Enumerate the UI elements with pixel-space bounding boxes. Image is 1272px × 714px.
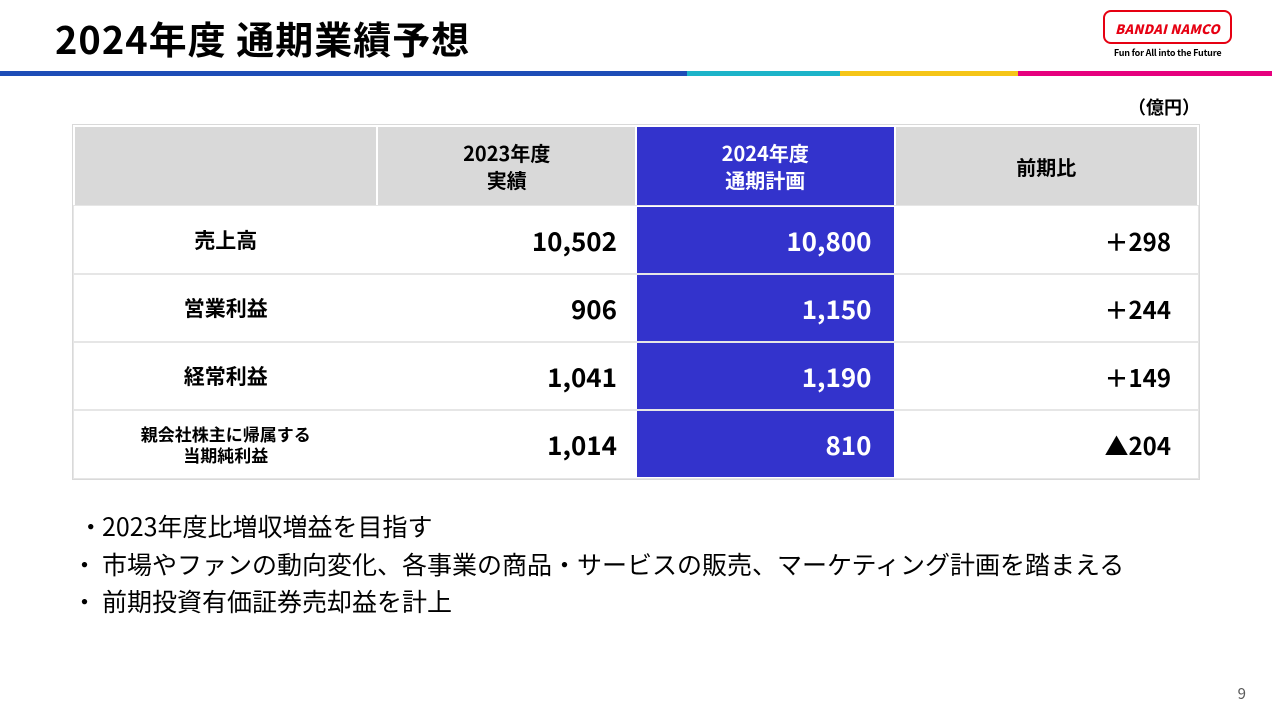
brand-logo: BANDAI NAMCO Fun for All into the Future — [1103, 10, 1232, 59]
accent-rule-segment — [687, 71, 840, 76]
accent-rule-segment — [0, 71, 687, 76]
value-actual: 1,041 — [377, 342, 636, 410]
logo-text: BANDAI NAMCO — [1115, 19, 1220, 38]
notes-list: ・ 2023年度比増収増益を目指す・市場やファンの動向変化、各事業の商品・サービ… — [72, 508, 1200, 621]
forecast-table: 2023年度実績2024年度通期計画前期比 売上高10,50210,800＋29… — [72, 124, 1200, 480]
row-label: 売上高 — [74, 206, 377, 274]
note-text: 2023年度比増収増益を目指す — [102, 508, 1200, 546]
column-header — [74, 126, 377, 206]
accent-rule — [0, 71, 1272, 76]
column-header: 2023年度実績 — [377, 126, 636, 206]
note-text: 前期投資有価証券売却益を計上 — [102, 583, 1200, 621]
row-label: 営業利益 — [74, 274, 377, 342]
forecast-table-inner: 2023年度実績2024年度通期計画前期比 売上高10,50210,800＋29… — [73, 125, 1199, 479]
bullet-dot: ・ — [72, 508, 102, 546]
note-text: 市場やファンの動向変化、各事業の商品・サービスの販売、マーケティング計画を踏まえ… — [102, 546, 1200, 584]
accent-rule-segment — [840, 71, 1018, 76]
value-actual: 10,502 — [377, 206, 636, 274]
table-row: 売上高10,50210,800＋298 — [74, 206, 1198, 274]
value-plan: 10,800 — [636, 206, 895, 274]
value-diff: ＋298 — [895, 206, 1199, 274]
column-header: 前期比 — [895, 126, 1199, 206]
value-diff: ＋149 — [895, 342, 1199, 410]
value-diff: ▲204 — [895, 410, 1199, 478]
table-row: 営業利益9061,150＋244 — [74, 274, 1198, 342]
column-header: 2024年度通期計画 — [636, 126, 895, 206]
bullet-dot: ・ — [72, 583, 102, 621]
logo-tagline: Fun for All into the Future — [1114, 46, 1222, 59]
accent-rule-segment — [1018, 71, 1272, 76]
logo-frame: BANDAI NAMCO — [1103, 10, 1232, 44]
row-label: 経常利益 — [74, 342, 377, 410]
value-plan: 1,190 — [636, 342, 895, 410]
unit-label: （億円） — [0, 76, 1272, 120]
value-plan: 810 — [636, 410, 895, 478]
table-row: 親会社株主に帰属する当期純利益1,014810▲204 — [74, 410, 1198, 478]
value-actual: 1,014 — [377, 410, 636, 478]
header: 2024年度 通期業績予想 BANDAI NAMCO Fun for All i… — [0, 0, 1272, 65]
row-label: 親会社株主に帰属する当期純利益 — [74, 410, 377, 478]
note-item: ・市場やファンの動向変化、各事業の商品・サービスの販売、マーケティング計画を踏ま… — [72, 546, 1200, 584]
table-body: 売上高10,50210,800＋298営業利益9061,150＋244経常利益1… — [74, 206, 1198, 478]
bullet-dot: ・ — [72, 546, 102, 584]
page-title: 2024年度 通期業績予想 — [55, 10, 470, 65]
note-item: ・前期投資有価証券売却益を計上 — [72, 583, 1200, 621]
page-number: 9 — [1238, 683, 1246, 704]
value-actual: 906 — [377, 274, 636, 342]
table-head: 2023年度実績2024年度通期計画前期比 — [74, 126, 1198, 206]
note-item: ・ 2023年度比増収増益を目指す — [72, 508, 1200, 546]
value-diff: ＋244 — [895, 274, 1199, 342]
value-plan: 1,150 — [636, 274, 895, 342]
table-row: 経常利益1,0411,190＋149 — [74, 342, 1198, 410]
